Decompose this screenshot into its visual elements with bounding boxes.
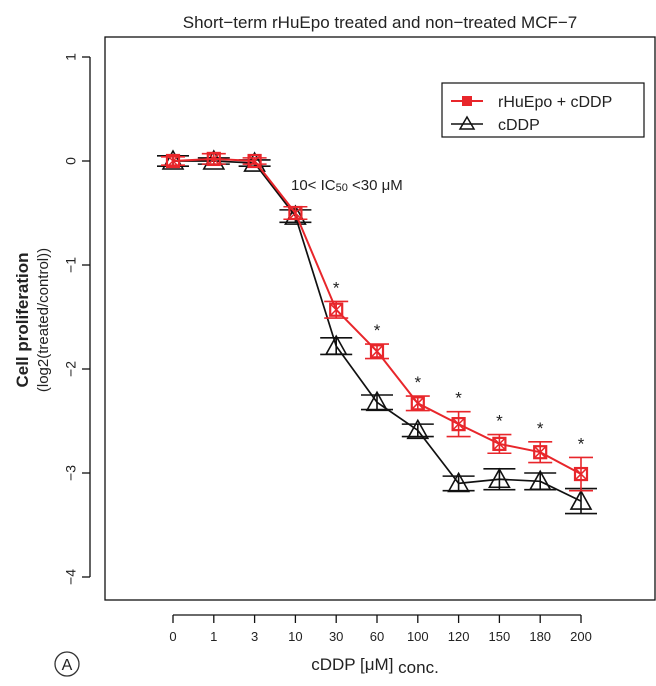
data-point-cross [493,438,505,450]
data-point [365,390,389,412]
data-point [528,469,552,491]
y-axis-sublabel: (log2(treated/control)) [35,248,52,392]
y-tick-label: 1 [63,53,79,61]
y-tick-label: −1 [63,257,79,273]
data-point [569,489,593,510]
ic50-annotation-prefix: 10< IC [291,177,336,194]
ic50-annotation: 10< IC50 <30 μM [291,177,403,194]
significance-marker: * [455,389,462,408]
x-tick-label: 1 [210,629,217,644]
y-tick-label: −3 [63,465,79,481]
y-axis: 1 0 −1 −2 −3 −4 [63,53,91,585]
data-point [573,466,589,482]
ic50-annotation-suffix: <30 μM [348,177,403,194]
data-point [324,334,348,355]
x-tick-label: 10 [288,629,302,644]
data-point-cross [453,418,465,430]
data-point [288,205,303,221]
data-point [369,344,385,359]
x-tick-label: 60 [370,629,384,644]
significance-marker: * [333,278,340,297]
data-point [329,302,344,317]
legend-label-rhuepo: rHuEpo + cDDP [498,94,612,111]
data-point [165,153,181,169]
x-tick-label: 180 [529,629,551,644]
data-point [410,396,425,411]
series-line [172,157,582,475]
data-point [206,151,221,167]
legend-label-cddp: cDDP [498,117,540,134]
data-point-cross [371,345,383,357]
y-tick-label: 0 [63,157,79,165]
data-point-cross [289,207,301,219]
data-point-cross [330,304,342,316]
x-axis-label: cDDP [μM] conc. [311,655,439,677]
data-point [492,436,507,451]
series-rhuepo-cddp: * * * * * * * [161,151,593,492]
panel-label-circle [54,651,80,677]
chart-title: Short−term rHuEpo treated and non−treate… [183,13,578,32]
y-tick-label: −4 [63,569,79,585]
significance-marker: * [537,419,544,438]
legend: rHuEpo + cDDP cDDP [441,82,645,138]
data-point-cross [534,446,546,458]
x-tick-label: 120 [448,629,470,644]
x-axis-label-main: cDDP [μM] [311,655,393,674]
y-tick-label: −2 [63,361,79,377]
panel-label: A [62,657,73,674]
legend-box [441,82,645,138]
data-point [406,418,430,440]
x-tick-label: 200 [570,629,592,644]
legend-marker-square [462,96,472,106]
x-tick-label: 3 [251,629,258,644]
x-axis-label-sub: conc. [398,658,439,677]
data-point-cross [167,155,179,167]
x-tick-label: 0 [169,629,176,644]
plot-frame [104,36,656,601]
data-point [447,471,470,493]
x-tick-label: 100 [407,629,429,644]
significance-marker: * [414,373,421,392]
x-tick-label: 150 [489,629,511,644]
significance-marker: * [578,434,585,453]
legend-marker-triangle [458,115,476,130]
significance-marker: * [496,412,503,431]
data-point [451,417,466,432]
data-point [533,445,548,460]
data-point-cross [249,155,261,167]
significance-marker: * [374,321,381,340]
data-point [247,153,262,169]
x-axis: 0 1 3 10 30 60 100 120 150 180 200 [169,614,592,644]
x-tick-label: 30 [329,629,343,644]
series-layer: * * * * * * * [157,149,597,515]
data-point-cross [575,468,587,480]
data-point [488,467,511,489]
y-axis-label: Cell proliferation [13,252,32,387]
data-point-cross [412,397,424,409]
data-point-cross [208,153,220,165]
ic50-annotation-sub: 50 [336,182,348,194]
